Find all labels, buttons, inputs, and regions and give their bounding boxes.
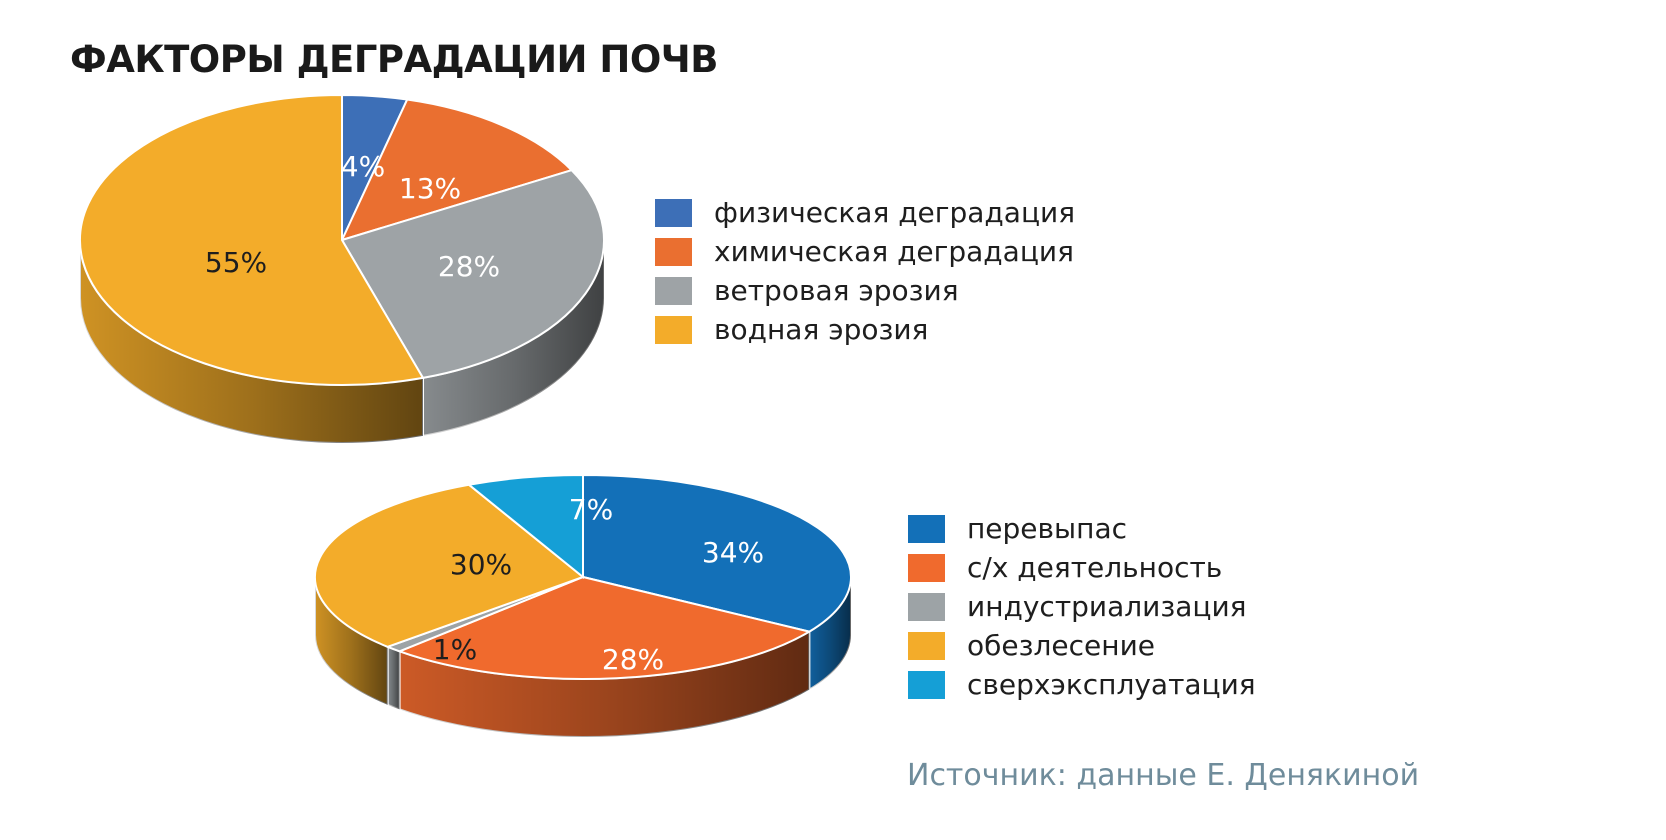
slice-value-label: 30% xyxy=(450,548,512,581)
pie-slice xyxy=(340,98,574,242)
legend-label: перевыпас xyxy=(967,512,1128,545)
legend-soil-degradation: физическая деградация химическая деграда… xyxy=(655,193,1075,349)
slice-value-label: 55% xyxy=(205,246,267,279)
legend-swatch xyxy=(908,631,945,660)
legend-item: ветровая эрозия xyxy=(655,271,1075,310)
pie-chart-soil-degradation: 4% 13% 28% 55% xyxy=(79,93,605,444)
legend-item: водная эрозия xyxy=(655,310,1075,349)
legend-label: водная эрозия xyxy=(714,313,929,346)
pie-slice xyxy=(466,473,584,580)
legend-degradation-causes: перевыпас с/х деятельность индустриализа… xyxy=(908,509,1256,704)
legend-item: физическая деградация xyxy=(655,193,1075,232)
pie-slice xyxy=(396,575,812,681)
chart-title: ФАКТОРЫ ДЕГРАДАЦИИ ПОЧВ xyxy=(70,38,718,81)
pie-slice xyxy=(79,93,425,386)
source-note: Источник: данные Е. Денякиной xyxy=(907,758,1420,793)
pie-side-перевыпас-shade xyxy=(809,577,851,690)
pie-chart-degradation-causes: 34% 28% 1% 30% 7% xyxy=(314,473,852,739)
slice-value-label: 34% xyxy=(702,536,764,569)
legend-swatch xyxy=(908,514,945,543)
legend-swatch xyxy=(908,592,945,621)
pie-side-ветровая-эрозия-shade xyxy=(422,240,604,436)
legend-item: перевыпас xyxy=(908,509,1256,548)
legend-label: сверхэксплуатация xyxy=(967,668,1256,701)
legend-label: с/х деятельность xyxy=(967,551,1223,584)
slice-value-label: 28% xyxy=(438,250,500,283)
legend-swatch xyxy=(908,553,945,582)
slice-value-label: 1% xyxy=(433,633,477,666)
legend-item: обезлесение xyxy=(908,626,1256,665)
legend-item: индустриализация xyxy=(908,587,1256,626)
legend-item: с/х деятельность xyxy=(908,548,1256,587)
slice-value-label: 7% xyxy=(569,493,613,526)
legend-swatch xyxy=(655,276,692,305)
legend-label: обезлесение xyxy=(967,629,1155,662)
legend-swatch xyxy=(908,670,945,699)
pie-side-обезлесение-shade xyxy=(315,577,388,705)
legend-label: ветровая эрозия xyxy=(714,274,959,307)
legend-label: индустриализация xyxy=(967,590,1247,623)
slice-value-label: 28% xyxy=(602,643,664,676)
legend-item: химическая деградация xyxy=(655,232,1075,271)
pie-side-с-х-деятельность-shade xyxy=(399,631,810,737)
legend-label: физическая деградация xyxy=(714,196,1076,229)
legend-swatch xyxy=(655,315,692,344)
pie-slice xyxy=(340,169,605,380)
legend-swatch xyxy=(655,198,692,227)
legend-swatch xyxy=(655,237,692,266)
pie-slice xyxy=(314,483,586,648)
slice-value-label: 4% xyxy=(341,150,385,183)
pie-side-водная-эрозия-shade xyxy=(80,240,423,443)
slice-value-label: 13% xyxy=(399,172,461,205)
legend-item: сверхэксплуатация xyxy=(908,665,1256,704)
legend-label: химическая деградация xyxy=(714,235,1074,268)
pie-side-индустриализация-shade xyxy=(387,646,400,710)
